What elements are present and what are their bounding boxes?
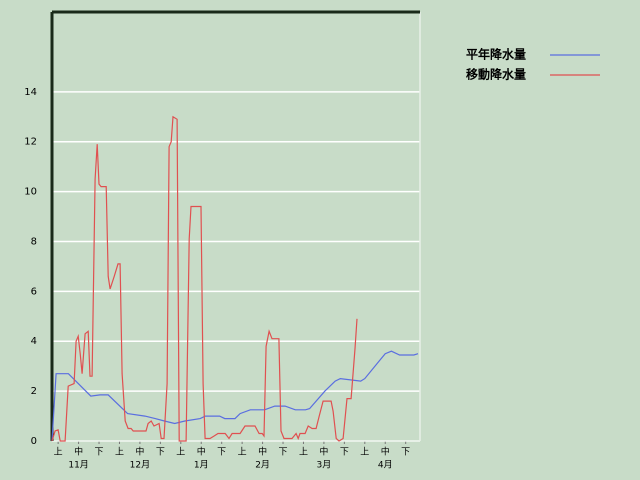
y-tick-label: 0 — [31, 436, 37, 447]
month-label: 11月 — [68, 460, 88, 471]
x-tick-label: 上 — [360, 447, 369, 458]
x-tick-label: 中 — [197, 446, 206, 458]
x-tick-label: 下 — [95, 448, 104, 458]
y-tick-label: 12 — [24, 137, 37, 148]
x-tick-label: 上 — [299, 447, 308, 458]
y-tick-label: 8 — [31, 236, 37, 247]
x-tick-label: 上 — [54, 447, 63, 458]
x-tick-label: 中 — [135, 446, 144, 458]
series-line — [51, 350, 419, 442]
x-tick-label: 下 — [401, 448, 410, 458]
x-tick-label: 上 — [115, 447, 124, 458]
month-label: 1月 — [194, 460, 209, 471]
y-tick-label: 14 — [24, 87, 37, 98]
legend-label: 移動降水量 — [466, 67, 526, 82]
x-tick-label: 中 — [258, 446, 267, 458]
month-label: 12月 — [130, 460, 150, 471]
x-tick-label: 下 — [156, 448, 165, 458]
y-tick-label: 10 — [24, 187, 37, 198]
y-tick-label: 2 — [31, 386, 37, 397]
month-label: 2月 — [255, 460, 270, 471]
x-tick-label: 下 — [340, 448, 349, 458]
x-tick-label: 下 — [279, 448, 288, 458]
series-line — [51, 115, 358, 442]
x-tick-label: 上 — [238, 447, 247, 458]
x-tick-label: 中 — [381, 446, 390, 458]
x-tick-label: 中 — [74, 446, 83, 458]
y-tick-label: 6 — [31, 286, 37, 297]
x-tick-label: 下 — [217, 448, 226, 458]
month-label: 3月 — [317, 460, 332, 471]
x-tick-label: 中 — [319, 446, 328, 458]
month-label: 4月 — [378, 460, 393, 471]
x-tick-label: 上 — [176, 447, 185, 458]
y-tick-label: 4 — [31, 336, 37, 347]
legend-label: 平年降水量 — [466, 47, 526, 62]
